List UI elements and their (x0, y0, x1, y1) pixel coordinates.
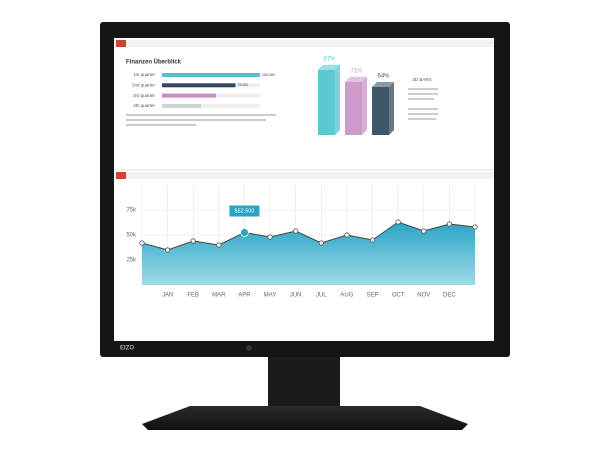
x-tick-label: JUN (290, 293, 302, 299)
bar-side (362, 76, 367, 135)
point (293, 228, 299, 234)
bar (162, 93, 216, 98)
value-label: 100.000 (262, 73, 275, 77)
point (421, 228, 427, 234)
point (139, 240, 145, 246)
point (190, 238, 196, 244)
x-tick-label: DEC (443, 293, 456, 299)
x-tick-label: AUG (340, 293, 353, 299)
stand (142, 350, 468, 430)
bar (372, 87, 389, 135)
point (369, 237, 376, 243)
bar-top (318, 64, 340, 70)
point (395, 219, 401, 225)
bar (318, 69, 335, 135)
chart-title: Finanzen Überblick (126, 59, 182, 66)
category-label: 3rd quarter (133, 93, 156, 98)
x-tick-label: MAY (264, 293, 277, 299)
bar (162, 103, 202, 108)
tooltip (229, 205, 260, 217)
category-label: 2nd quarter (132, 82, 156, 87)
x-tick-label: JUL (316, 293, 327, 299)
bar (345, 81, 362, 135)
bar (162, 83, 236, 88)
point (344, 232, 350, 238)
point (267, 234, 273, 240)
y-tick-label: 25k (126, 258, 137, 264)
x-tick-label: APR (238, 293, 251, 299)
x-tick-label: OCT (392, 293, 405, 299)
point (240, 228, 249, 237)
value-label: 87% (323, 56, 336, 62)
category-label: 1st quarter (133, 72, 155, 77)
tooltip-label: $52.500 (235, 208, 255, 214)
point (446, 221, 452, 227)
value-label: 64% (377, 74, 390, 80)
point (165, 247, 171, 253)
y-tick-label: 75k (126, 208, 137, 214)
point (318, 240, 324, 246)
category-label: 4th quarter (133, 103, 155, 108)
bar-top (372, 82, 394, 87)
x-tick-label: JAN (162, 293, 173, 299)
power-button[interactable] (246, 345, 252, 351)
subtitle: 3D BARS (412, 77, 431, 82)
value-label: 75.000 (238, 83, 249, 87)
bar-top (345, 76, 367, 82)
x-tick-label: SEP (367, 293, 379, 299)
line (141, 221, 476, 251)
x-tick-label: FEB (187, 293, 199, 299)
y-tick-label: 50k (126, 233, 137, 239)
menu (114, 40, 494, 179)
paragraph (126, 88, 438, 126)
bar (162, 73, 260, 77)
bar-side (335, 64, 340, 135)
point (472, 224, 478, 230)
x-tick-label: MAR (212, 293, 226, 299)
bar-track (162, 103, 260, 108)
bar-side (389, 82, 394, 135)
area (142, 222, 475, 285)
brand-logo: EIZO (120, 346, 134, 352)
x-tick-label: NOV (417, 293, 430, 299)
point (216, 242, 222, 248)
value-label: 71% (350, 68, 363, 74)
